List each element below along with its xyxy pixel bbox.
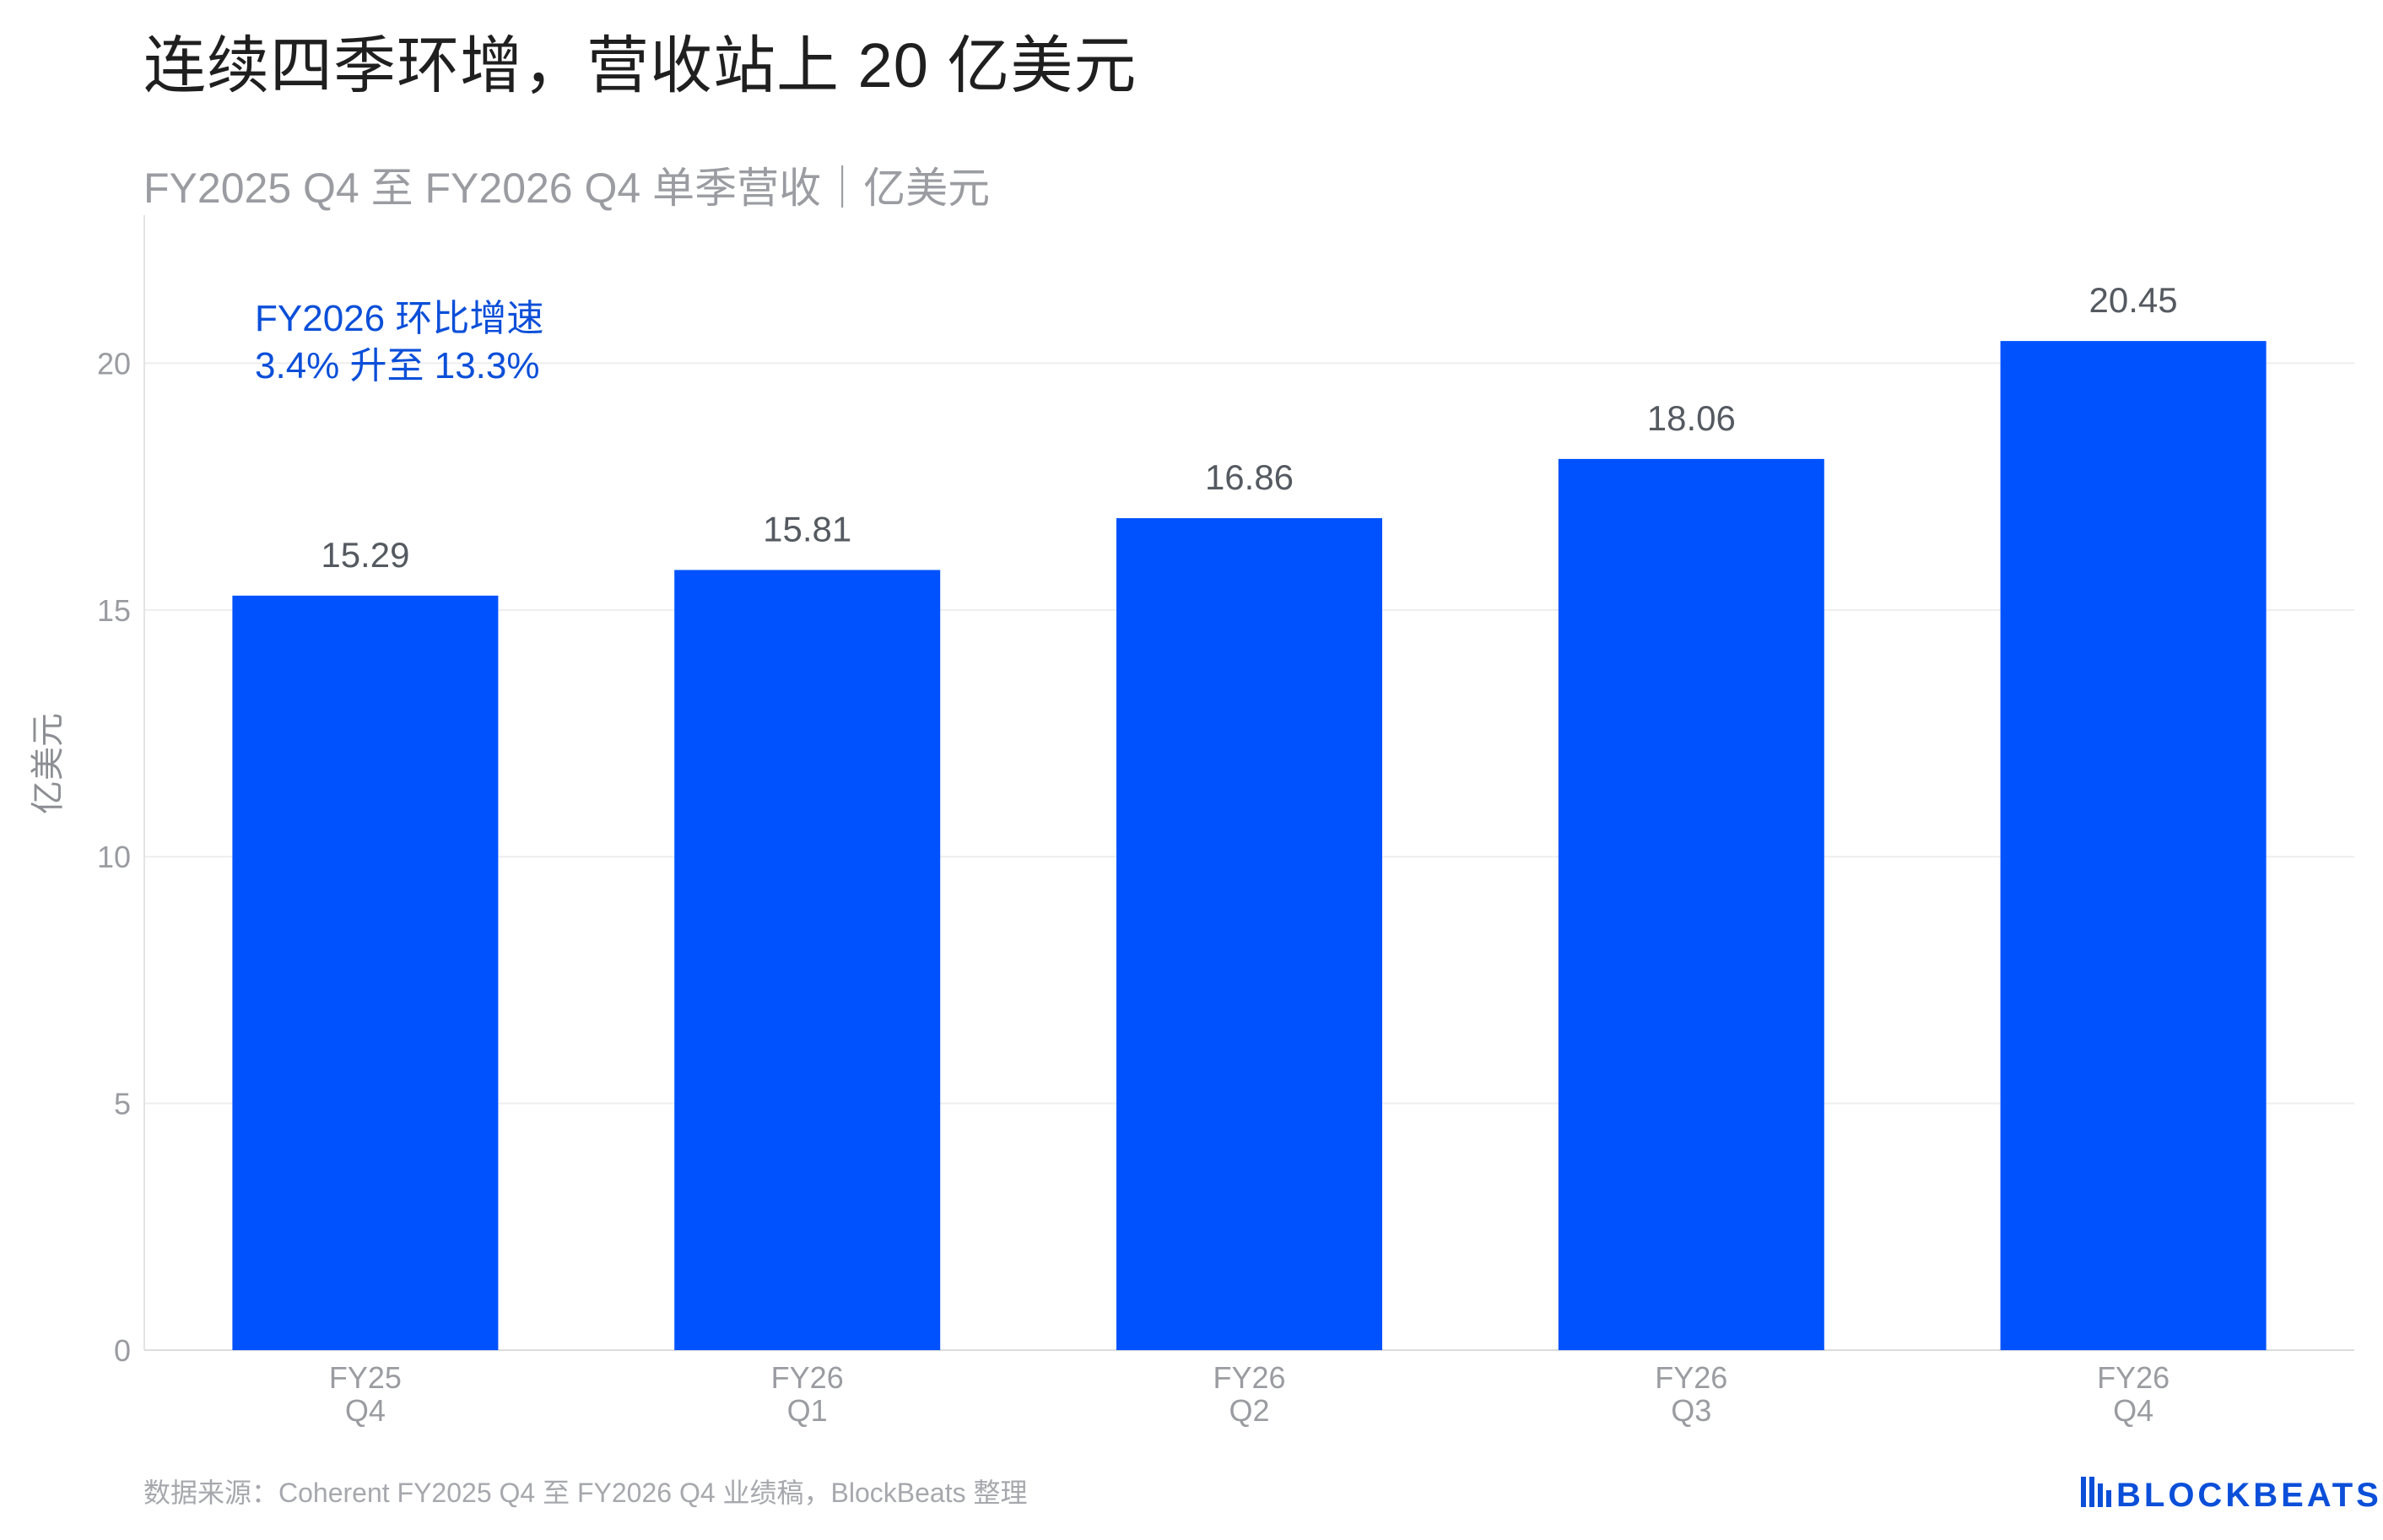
x-tick-label: Q4 — [345, 1393, 386, 1428]
bar — [232, 595, 499, 1350]
chart-subtitle: FY2025 Q4 至 FY2026 Q4 单季营收｜亿美元 — [143, 165, 990, 212]
y-tick-label: 5 — [114, 1087, 131, 1121]
blockbeats-logo-icon — [2081, 1477, 2111, 1507]
data-label: 20.45 — [2089, 280, 2178, 320]
source-note: 数据来源：Coherent FY2025 Q4 至 FY2026 Q4 业绩稿，… — [143, 1478, 1028, 1508]
data-label: 16.86 — [1205, 457, 1294, 497]
bar — [1558, 458, 1824, 1351]
y-tick-label: 10 — [97, 840, 131, 874]
x-tick-label: Q1 — [787, 1393, 828, 1428]
x-tick-label: FY26 — [1655, 1360, 1727, 1395]
data-label: 15.81 — [763, 509, 851, 548]
y-tick-label: 15 — [97, 593, 131, 628]
x-tick-label: FY26 — [2097, 1360, 2170, 1395]
bar — [674, 570, 941, 1350]
x-tick-label: Q4 — [2113, 1393, 2153, 1428]
y-axis-ticks: 0 5 10 15 20 — [97, 346, 131, 1368]
bars — [232, 341, 2267, 1351]
x-tick-label: Q3 — [1671, 1393, 1711, 1428]
bar — [2000, 341, 2267, 1350]
x-tick-label: Q2 — [1229, 1393, 1269, 1428]
annotation-line-2: 3.4% 升至 13.3% — [255, 345, 540, 386]
y-tick-label: 0 — [114, 1333, 131, 1368]
y-axis-label: 亿美元 — [30, 713, 67, 814]
x-tick-label: FY26 — [771, 1360, 844, 1395]
bar — [1116, 518, 1382, 1350]
chart-headline: 连续四季环增，营收站上 20 亿美元 — [143, 30, 1137, 100]
y-tick-label: 20 — [97, 346, 131, 381]
blockbeats-logo: BLOCKBEATS — [2116, 1477, 2382, 1514]
data-label: 15.29 — [321, 535, 409, 575]
x-tick-label: FY25 — [329, 1360, 402, 1395]
x-tick-label: FY26 — [1213, 1360, 1285, 1395]
data-label: 18.06 — [1647, 398, 1736, 438]
annotation-line-1: FY2026 环比增速 — [255, 298, 543, 339]
data-labels: 15.29 15.81 16.86 18.06 20.45 — [321, 280, 2177, 575]
